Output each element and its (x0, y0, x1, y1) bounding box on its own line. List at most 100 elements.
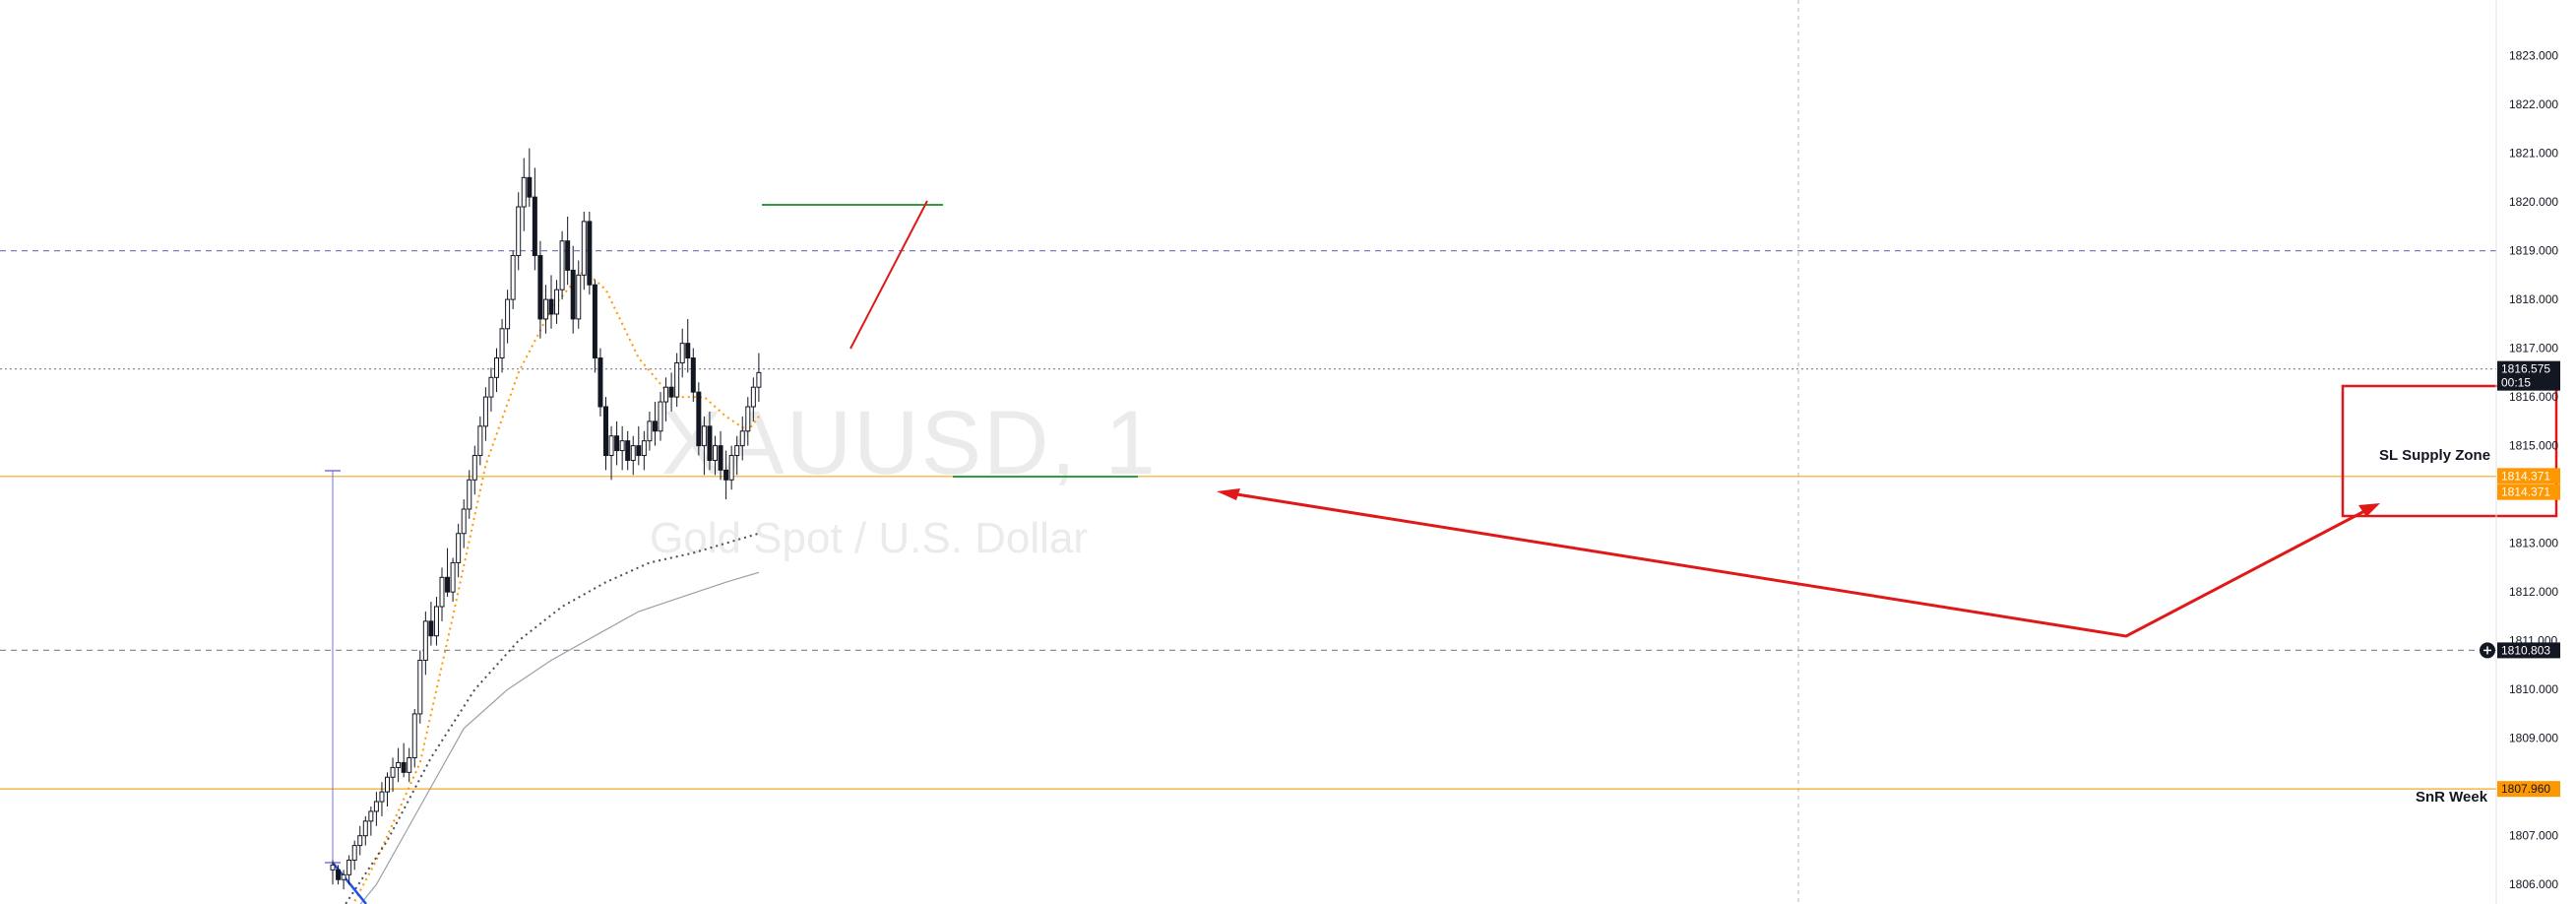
candle-body (505, 298, 511, 330)
candle-body (433, 606, 439, 637)
price-tick-label: 1813.000 (2509, 537, 2558, 550)
price-tag-value: 1814.371 (2501, 469, 2550, 483)
candle-body (750, 386, 756, 408)
candle-body (739, 430, 745, 447)
price-tag-bg (2497, 360, 2560, 391)
candle (614, 420, 620, 466)
candle-body (625, 440, 631, 461)
candle-body (428, 620, 434, 637)
candle-body (576, 274, 582, 320)
plus-circle-icon (2480, 642, 2495, 659)
candle-body (641, 440, 647, 457)
candle (718, 430, 723, 481)
candle-body (521, 176, 527, 208)
candle (690, 348, 696, 403)
price-tick-label: 1812.000 (2509, 585, 2558, 599)
candle-body (728, 455, 734, 481)
candle (559, 230, 565, 300)
candle-body (422, 620, 428, 661)
candle-body (351, 845, 357, 861)
red-arrow-path (1224, 490, 2371, 638)
price-tick-label: 1820.000 (2509, 195, 2558, 209)
candle-body (445, 576, 451, 593)
candle (723, 450, 729, 500)
candle-body (570, 269, 576, 320)
price-tick-label: 1807.000 (2509, 829, 2558, 843)
candle-body (411, 713, 417, 758)
moving-averages (344, 268, 760, 904)
price-axis[interactable]: 1806.0001807.0001808.0001809.0001810.000… (2495, 0, 2558, 904)
candle (696, 382, 702, 456)
candle (357, 825, 363, 856)
price-tag-bg (2497, 781, 2560, 798)
candle (542, 285, 548, 334)
candle (548, 275, 554, 329)
candle (713, 435, 718, 476)
candle (411, 708, 417, 768)
candle (734, 435, 740, 476)
candle (362, 815, 368, 846)
price-tick-label: 1821.000 (2509, 147, 2558, 161)
candle-body (603, 406, 608, 457)
candle (341, 870, 346, 890)
candle (570, 245, 576, 334)
candle (679, 328, 685, 378)
candle (597, 348, 603, 417)
candle-body (385, 776, 390, 793)
price-tag: 1807.960 (2497, 781, 2560, 798)
candle-body (679, 343, 685, 363)
candle (396, 747, 402, 783)
candle (608, 425, 614, 481)
candle (477, 416, 483, 466)
candle-body (542, 298, 548, 320)
candle-body (745, 406, 751, 432)
candle (510, 250, 516, 309)
price-tick-label: 1819.000 (2509, 244, 2558, 258)
candle-body (587, 221, 593, 286)
candle (685, 318, 691, 373)
candle-body (357, 835, 363, 847)
candle (505, 290, 511, 344)
candle (554, 280, 560, 324)
candle-body (527, 176, 533, 198)
price-tag-bg (2497, 642, 2560, 659)
candle (373, 792, 379, 826)
candle (537, 240, 543, 339)
candle-body (723, 469, 729, 481)
candle (565, 216, 571, 286)
candle-body (477, 425, 483, 457)
candle (745, 397, 751, 446)
candle (576, 260, 582, 329)
candle-body (647, 420, 653, 442)
price-tick-label: 1815.000 (2509, 439, 2558, 453)
candle (521, 158, 527, 231)
candle (619, 425, 625, 471)
price-tag-bg (2497, 468, 2560, 484)
candle-body (456, 533, 462, 563)
snr-week-label: SnR Week (2416, 789, 2488, 806)
candle (641, 430, 647, 471)
candle (450, 557, 456, 603)
candle-body (696, 391, 702, 447)
candle (336, 865, 342, 885)
candle (482, 387, 488, 441)
candle-body (663, 386, 669, 403)
candle-body (707, 425, 713, 461)
drawings-layer[interactable] (325, 200, 2558, 904)
candle-body (614, 435, 620, 452)
price-tag: 1814.371 (2497, 484, 2560, 500)
price-tick-label: 1810.000 (2509, 682, 2558, 696)
price-tag: 1810.803 (2480, 642, 2560, 659)
candle-body (401, 761, 407, 773)
candle (581, 211, 587, 291)
candle-body (701, 425, 707, 447)
candle (417, 650, 423, 724)
candle (330, 860, 336, 885)
candle (456, 523, 462, 578)
candle-body (510, 255, 516, 300)
candle-body (407, 756, 412, 773)
candle-body (565, 240, 571, 271)
candle (433, 597, 439, 646)
candle (351, 840, 357, 871)
